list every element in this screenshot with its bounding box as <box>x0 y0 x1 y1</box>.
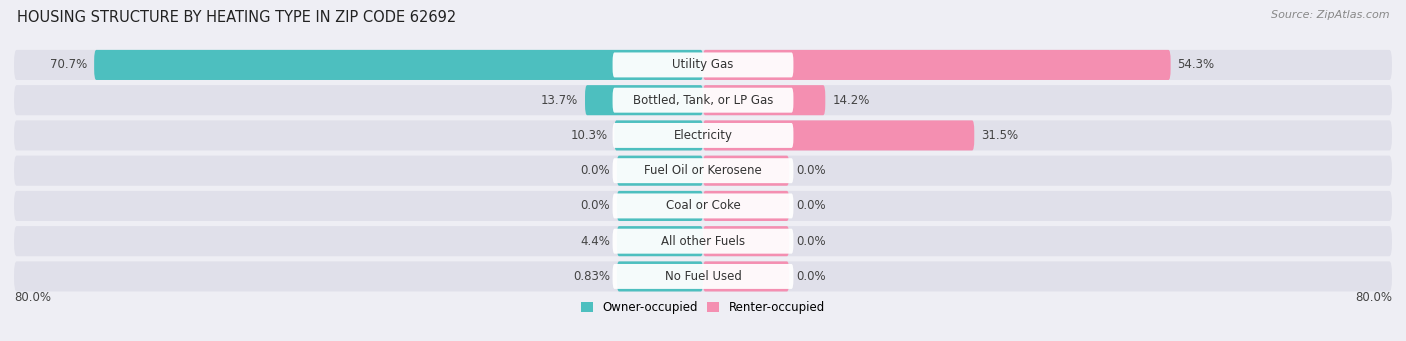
Text: Bottled, Tank, or LP Gas: Bottled, Tank, or LP Gas <box>633 94 773 107</box>
Legend: Owner-occupied, Renter-occupied: Owner-occupied, Renter-occupied <box>581 301 825 314</box>
FancyBboxPatch shape <box>14 262 1392 292</box>
Text: 0.0%: 0.0% <box>796 199 825 212</box>
Text: 10.3%: 10.3% <box>571 129 607 142</box>
Text: Fuel Oil or Kerosene: Fuel Oil or Kerosene <box>644 164 762 177</box>
Text: Coal or Coke: Coal or Coke <box>665 199 741 212</box>
FancyBboxPatch shape <box>613 193 793 218</box>
Text: 0.0%: 0.0% <box>796 235 825 248</box>
FancyBboxPatch shape <box>617 262 703 292</box>
FancyBboxPatch shape <box>617 191 703 221</box>
FancyBboxPatch shape <box>14 120 1392 150</box>
FancyBboxPatch shape <box>703 262 789 292</box>
FancyBboxPatch shape <box>614 120 703 150</box>
FancyBboxPatch shape <box>617 226 703 256</box>
Text: 0.83%: 0.83% <box>574 270 610 283</box>
Text: Utility Gas: Utility Gas <box>672 58 734 71</box>
Text: 0.0%: 0.0% <box>581 199 610 212</box>
Text: HOUSING STRUCTURE BY HEATING TYPE IN ZIP CODE 62692: HOUSING STRUCTURE BY HEATING TYPE IN ZIP… <box>17 10 456 25</box>
FancyBboxPatch shape <box>585 85 703 115</box>
Text: 0.0%: 0.0% <box>581 164 610 177</box>
FancyBboxPatch shape <box>703 155 789 186</box>
Text: 80.0%: 80.0% <box>14 291 51 303</box>
FancyBboxPatch shape <box>14 85 1392 115</box>
FancyBboxPatch shape <box>703 120 974 150</box>
FancyBboxPatch shape <box>613 158 793 183</box>
FancyBboxPatch shape <box>613 88 793 113</box>
Text: 0.0%: 0.0% <box>796 164 825 177</box>
FancyBboxPatch shape <box>613 264 793 289</box>
FancyBboxPatch shape <box>617 155 703 186</box>
Text: 13.7%: 13.7% <box>541 94 578 107</box>
Text: 80.0%: 80.0% <box>1355 291 1392 303</box>
FancyBboxPatch shape <box>14 50 1392 80</box>
FancyBboxPatch shape <box>613 229 793 254</box>
Text: No Fuel Used: No Fuel Used <box>665 270 741 283</box>
Text: 54.3%: 54.3% <box>1177 58 1215 71</box>
Text: 0.0%: 0.0% <box>796 270 825 283</box>
FancyBboxPatch shape <box>14 155 1392 186</box>
Text: Source: ZipAtlas.com: Source: ZipAtlas.com <box>1271 10 1389 20</box>
FancyBboxPatch shape <box>94 50 703 80</box>
Text: 31.5%: 31.5% <box>981 129 1018 142</box>
FancyBboxPatch shape <box>14 191 1392 221</box>
FancyBboxPatch shape <box>14 226 1392 256</box>
FancyBboxPatch shape <box>613 123 793 148</box>
FancyBboxPatch shape <box>703 226 789 256</box>
Text: All other Fuels: All other Fuels <box>661 235 745 248</box>
Text: 70.7%: 70.7% <box>51 58 87 71</box>
Text: Electricity: Electricity <box>673 129 733 142</box>
Text: 14.2%: 14.2% <box>832 94 869 107</box>
FancyBboxPatch shape <box>703 50 1171 80</box>
FancyBboxPatch shape <box>613 53 793 77</box>
Text: 4.4%: 4.4% <box>581 235 610 248</box>
FancyBboxPatch shape <box>703 191 789 221</box>
FancyBboxPatch shape <box>703 85 825 115</box>
